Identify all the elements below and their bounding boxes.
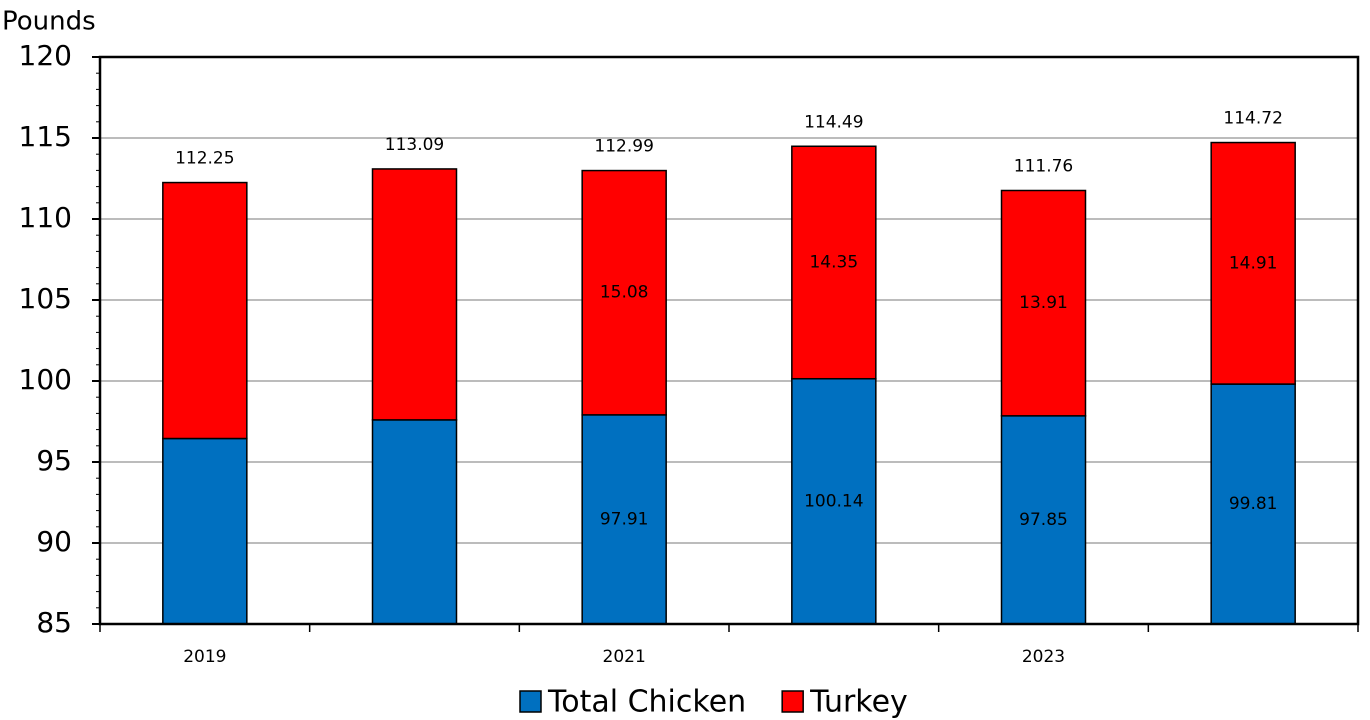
total-label: 112.99 xyxy=(594,137,653,157)
total-label: 112.25 xyxy=(175,149,234,169)
bar-segment xyxy=(371,419,458,625)
legend-label: Total Chicken xyxy=(547,685,746,720)
y-tick-label: 110 xyxy=(19,201,72,234)
y-tick-label: 115 xyxy=(19,120,72,153)
legend-label: Turkey xyxy=(809,685,908,720)
y-axis-label: Pounds xyxy=(2,7,96,37)
bar-segment xyxy=(1210,383,1296,625)
x-tick-label: 2023 xyxy=(1022,647,1065,667)
value-label: 97.85 xyxy=(1019,510,1068,530)
bar-segment xyxy=(1210,141,1296,385)
bar-segment xyxy=(1000,189,1087,417)
y-tick-label: 90 xyxy=(36,525,72,558)
value-label: 14.35 xyxy=(809,252,858,272)
value-label: 99.81 xyxy=(1229,494,1278,514)
total-label: 113.09 xyxy=(385,135,444,155)
bar-segment xyxy=(371,168,458,421)
y-tick-label: 95 xyxy=(36,444,72,477)
total-label: 111.76 xyxy=(1014,156,1073,176)
plot-border xyxy=(98,55,1360,626)
legend-swatch xyxy=(519,690,542,713)
y-tick-label: 105 xyxy=(19,282,72,315)
bar-segment xyxy=(581,414,667,625)
bar-segment xyxy=(1000,415,1087,625)
y-tick-label: 120 xyxy=(19,39,72,72)
value-label: 97.91 xyxy=(600,509,649,529)
x-tick-label: 2019 xyxy=(183,647,226,667)
total-label: 114.49 xyxy=(804,112,863,132)
bar-segment xyxy=(791,145,877,380)
value-label: 13.91 xyxy=(1019,293,1068,313)
bar-segment xyxy=(581,169,667,416)
legend-swatch xyxy=(781,690,804,713)
total-label: 114.72 xyxy=(1223,109,1282,129)
value-label: 15.08 xyxy=(600,283,649,303)
bar-segment xyxy=(162,437,248,625)
bar-segment xyxy=(162,181,248,440)
value-label: 14.91 xyxy=(1229,253,1278,273)
y-tick-label: 85 xyxy=(36,606,72,639)
bar-segment xyxy=(791,377,877,625)
x-tick-label: 2021 xyxy=(603,647,646,667)
value-label: 100.14 xyxy=(804,491,863,511)
y-tick-label: 100 xyxy=(19,363,72,396)
